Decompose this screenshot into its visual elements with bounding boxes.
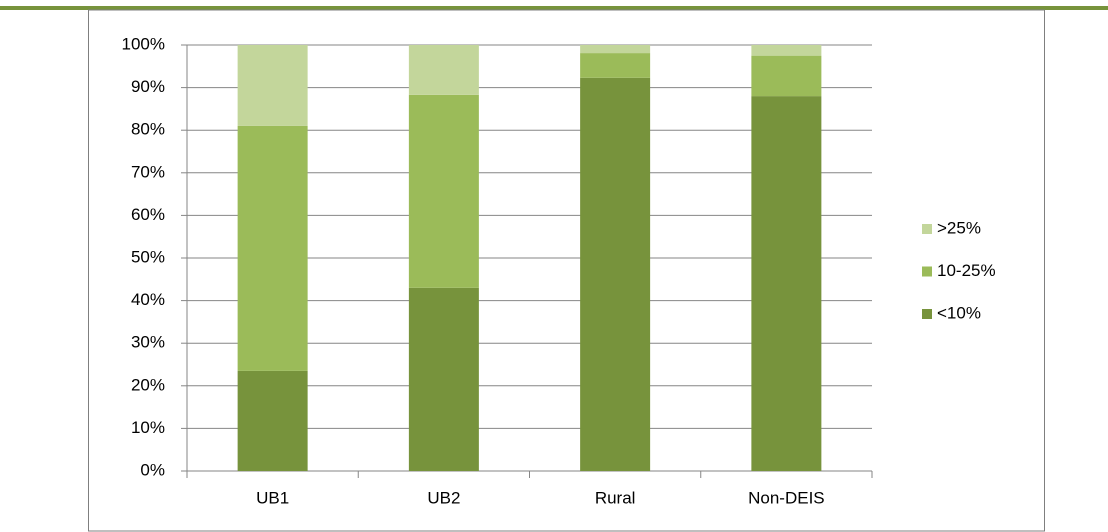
bar-segment: [237, 370, 308, 471]
x-tick-label: UB2: [427, 488, 460, 507]
bar-segment: [751, 55, 822, 97]
y-tick-label: 100%: [122, 34, 165, 53]
y-tick-label: 70%: [131, 162, 165, 181]
y-tick-label: 10%: [131, 418, 165, 437]
legend-label: <10%: [937, 303, 981, 322]
y-tick-label: 60%: [131, 205, 165, 224]
x-tick-label: UB1: [256, 488, 289, 507]
legend-swatch: [922, 224, 932, 234]
top-rule: [0, 6, 1108, 10]
bar-segment: [580, 77, 651, 471]
y-tick-label: 20%: [131, 375, 165, 394]
bar-segment: [580, 45, 651, 54]
y-tick-label: 80%: [131, 120, 165, 139]
bar-segment: [751, 45, 822, 56]
x-tick-label: Non-DEIS: [748, 488, 825, 507]
bar-segment: [408, 287, 479, 471]
legend-label: 10-25%: [937, 261, 996, 280]
x-tick-label: Rural: [595, 488, 636, 507]
y-tick-label: 40%: [131, 290, 165, 309]
chart-frame: [88, 9, 1045, 532]
bar-segment: [408, 94, 479, 288]
y-tick-label: 90%: [131, 77, 165, 96]
bar-segment: [237, 45, 308, 126]
bar-segment: [751, 96, 822, 472]
y-tick-label: 30%: [131, 333, 165, 352]
legend-label: >25%: [937, 218, 981, 237]
legend-swatch: [922, 309, 932, 319]
bar-segment: [237, 125, 308, 371]
y-tick-label: 0%: [140, 460, 165, 479]
bar-segment: [580, 53, 651, 78]
y-tick-label: 50%: [131, 247, 165, 266]
bar-segment: [408, 45, 479, 95]
legend-swatch: [922, 266, 932, 277]
